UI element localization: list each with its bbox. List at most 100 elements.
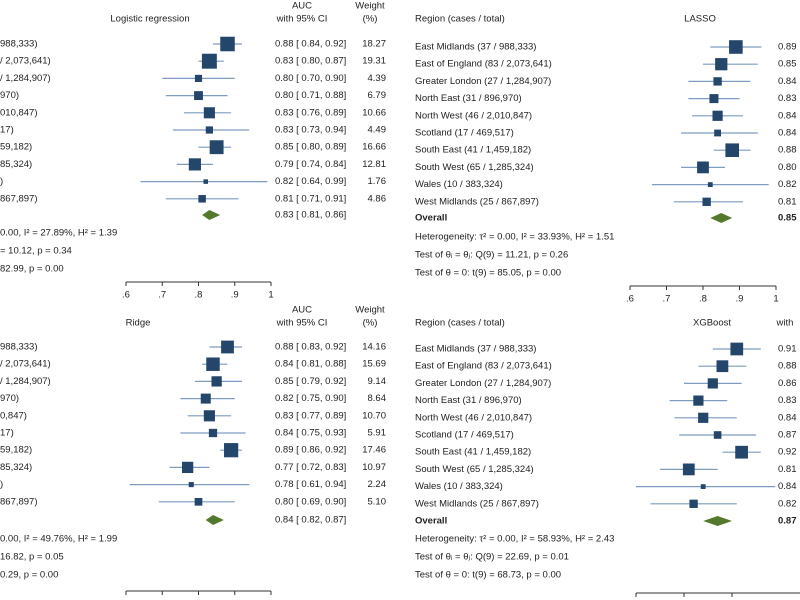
row-label: South East (41 / 1,459,182) — [415, 145, 531, 156]
estimate-box — [682, 463, 695, 476]
x-tick-label: .8 — [699, 294, 707, 305]
estimate-label: 0.92 — [778, 447, 797, 458]
model-header: Logistic regression — [110, 14, 189, 25]
row-label: East of England (83 / 2,073,641) — [415, 361, 552, 372]
weight-label: 2.24 — [368, 479, 387, 490]
ci-header: with — [776, 318, 794, 329]
x-tick-label: .7 — [158, 599, 166, 600]
estimate-label: 0.83 — [778, 93, 797, 104]
estimate-box — [725, 143, 739, 157]
row-label: Wales (10 / 383,324) — [415, 179, 503, 190]
x-tick-label: .6 — [122, 599, 130, 600]
estimate-label: 0.89 — [778, 42, 797, 53]
estimate-label: 0.79 [ 0.74, 0.84] — [275, 159, 346, 170]
row-label: Scotland (17 / 469,517) — [415, 430, 514, 441]
estimate-label: 0.81 [ 0.71, 0.91] — [275, 193, 346, 204]
row-label: 59,182) — [0, 142, 32, 153]
overall-diamond — [202, 210, 221, 220]
estimate-box — [712, 110, 723, 121]
estimate-box — [709, 94, 719, 104]
estimate-box — [203, 107, 215, 119]
weight-label: 12.81 — [362, 159, 386, 170]
estimate-box — [203, 410, 215, 422]
row-label: West Midlands (25 / 867,897) — [415, 196, 539, 207]
estimate-box — [203, 179, 209, 184]
weight-header: (%) — [363, 318, 378, 329]
estimate-label: 0.82 [ 0.75, 0.90] — [275, 393, 346, 404]
x-tick-label: .6 — [122, 290, 130, 301]
row-label: 59,182) — [0, 445, 32, 456]
row-label: / 1,284,907) — [0, 376, 51, 387]
estimate-label: 0.83 [ 0.77, 0.89] — [275, 410, 346, 421]
row-label: South West (65 / 1,285,324) — [415, 464, 534, 475]
estimate-label: 0.81 — [778, 464, 797, 475]
estimate-label: 0.78 [ 0.61, 0.94] — [275, 479, 346, 490]
row-label: Greater London (27 / 1,284,907) — [415, 76, 551, 87]
estimate-box — [188, 482, 194, 488]
weight-label: 5.91 — [368, 428, 387, 439]
x-tick-label: 1 — [773, 294, 778, 305]
model-header: Ridge — [126, 318, 151, 329]
estimate-box — [194, 91, 203, 101]
model-header: XGBoost — [693, 318, 731, 329]
estimate-label: 0.82 — [778, 498, 797, 509]
overall-label: Overall — [415, 213, 447, 224]
estimate-box — [730, 342, 744, 356]
heterogeneity: 16.82, p = 0.05 — [0, 552, 64, 563]
estimate-label: 0.84 [ 0.81, 0.88] — [275, 359, 346, 370]
estimate-label: 0.80 [ 0.70, 0.90] — [275, 73, 346, 84]
row-label: North West (46 / 2,010,847) — [415, 412, 532, 423]
row-label: South West (65 / 1,285,324) — [415, 162, 534, 173]
row-label: 0,847) — [0, 410, 27, 421]
row-label: North East (31 / 896,970) — [415, 395, 522, 406]
estimate-box — [194, 497, 203, 506]
estimate-label: 0.84 — [778, 412, 797, 423]
estimate-label: 0.82 — [778, 179, 797, 190]
row-label: 867,897) — [0, 193, 38, 204]
x-tick-label: .9 — [231, 290, 239, 301]
estimate-label: 0.80 [ 0.71, 0.88] — [275, 90, 346, 101]
row-label: 970) — [0, 393, 19, 404]
weight-label: 16.66 — [362, 142, 386, 153]
estimate-box — [194, 74, 203, 82]
estimate-box — [211, 376, 222, 387]
row-label: 85,324) — [0, 159, 32, 170]
estimate-label: 0.84 — [778, 76, 797, 87]
estimate-label: 0.80 — [778, 162, 797, 173]
row-label: / 1,284,907) — [0, 73, 51, 84]
estimate-label: 0.85 [ 0.80, 0.89] — [275, 142, 346, 153]
estimate-label: 0.83 [ 0.80, 0.87] — [275, 56, 346, 67]
heterogeneity: 82.99, p = 0.00 — [0, 264, 64, 275]
weight-label: 5.10 — [368, 496, 387, 507]
heterogeneity: = 10.12, p = 0.34 — [0, 246, 72, 257]
weight-label: 10.66 — [362, 107, 386, 118]
row-label: ) — [0, 176, 3, 187]
estimate-label: 0.88 [ 0.84, 0.92] — [275, 39, 346, 50]
model-header: LASSO — [684, 14, 716, 25]
x-tick-label: .9 — [736, 294, 744, 305]
weight-label: 6.79 — [368, 90, 387, 101]
row-label: East Midlands (37 / 988,333) — [415, 42, 536, 53]
x-tick-label: .7 — [663, 294, 671, 305]
estimate-box — [714, 129, 721, 137]
row-label: ) — [0, 479, 3, 490]
estimate-label: 0.87 — [778, 430, 797, 441]
estimate-label: 0.86 — [778, 378, 797, 389]
estimate-label: 0.88 — [778, 361, 797, 372]
heterogeneity: Test of θᵢ = θⱼ: Q(9) = 22.69, p = 0.01 — [415, 552, 569, 563]
row-label: 85,324) — [0, 462, 32, 473]
estimate-label: 0.84 — [778, 128, 797, 139]
estimate-box — [693, 395, 704, 406]
heterogeneity: 0.00, I² = 27.89%, H² = 1.39 — [0, 228, 117, 239]
estimate-label: 0.88 [ 0.83, 0.92] — [275, 342, 346, 353]
row-label: 867,897) — [0, 496, 38, 507]
estimate-label: 0.88 — [778, 145, 797, 156]
estimate-label: 0.83 [ 0.73, 0.94] — [275, 125, 346, 136]
overall-diamond — [710, 213, 733, 223]
weight-header: Weight — [355, 1, 385, 12]
row-label: North East (31 / 896,970) — [415, 93, 522, 104]
row-label: 988,333) — [0, 39, 38, 50]
row-label: South East (41 / 1,459,182) — [415, 447, 531, 458]
estimate-label: 0.81 — [778, 196, 797, 207]
